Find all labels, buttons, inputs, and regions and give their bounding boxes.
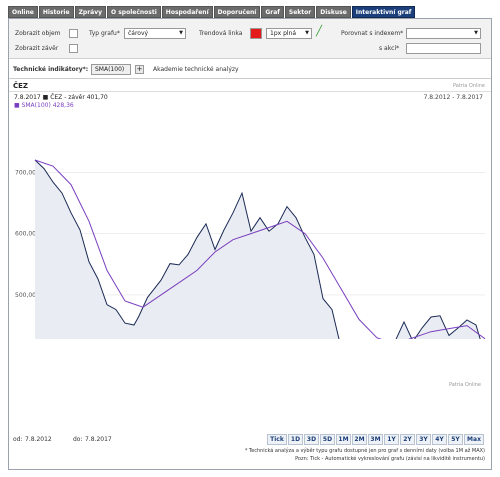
tab-4[interactable]: O společnosti [107,6,161,18]
options-bar: Zobrazit objem Zobrazit závěr Typ grafu*… [9,19,491,59]
date-zoom-bar: od: 7.8.2012 do: 7.8.2017 Tick 1D 3D 5D 1M 2M… [9,433,491,447]
y-tick-label: 700,00 [15,169,36,176]
from-date[interactable]: 7.8.2012 [25,436,52,443]
zoom-button-1y[interactable]: 1Y [384,434,399,445]
tab-2[interactable]: Historie [38,6,74,18]
tech-indicators-row: Technické indikátory*: SMA(100) + Akadem… [9,63,491,77]
zoom-button-3d[interactable]: 3D [304,434,319,445]
indicator-value: SMA(100) [95,66,125,73]
zoom-button-1m[interactable]: 1M [336,434,351,445]
tab-10[interactable]: Interaktivní graf [351,6,416,18]
tab-3[interactable]: Zprávy [74,6,107,18]
add-indicator-button[interactable]: + [135,65,144,74]
zoom-button-2m[interactable]: 2M [352,434,367,445]
indicator-select[interactable]: SMA(100) [91,64,131,75]
price-chart[interactable]: 400,00500,00600,00700,002012201372014720… [9,19,491,339]
chevron-down-icon: ▼ [179,30,183,36]
tab-8[interactable]: Sektor [284,6,316,18]
tech-indicators-label: Technické indikátory*: [13,66,89,73]
tab-9[interactable]: Diskuse [316,6,351,18]
volume-label: Zobrazit objem [15,30,61,37]
legend-sma: ■ SMA(100) 428,36 [14,102,74,109]
shares-label: s akcí* [379,45,400,52]
price-line [34,159,481,339]
trend-style-value: 1px plná [270,30,297,37]
zoom-button-2y[interactable]: 2Y [400,434,415,445]
tab-bar: Online Historie Zprávy O společnosti Hospoda… [8,6,416,18]
trend-style-select[interactable]: 1px plná ▼ [266,28,312,39]
compare-label: Porovnat s indexem* [341,30,404,37]
to-label: do: [73,436,83,443]
chart-panel: Zobrazit objem Zobrazit závěr Typ grafu*… [8,18,492,470]
chevron-down-icon: ▼ [305,30,309,36]
zoom-button-5d[interactable]: 5D [320,434,335,445]
tab-5[interactable]: Hospodaření [161,6,213,18]
pencil-icon[interactable]: ╱ [316,26,323,37]
chart-type-value: čárový [128,30,149,37]
volume-checkbox[interactable] [69,29,78,38]
trend-label: Trendová linka [199,30,243,37]
tab-7[interactable]: Graf [261,6,284,18]
academy-link[interactable]: Akademie technické analýzy [153,66,239,73]
zoom-button-tick[interactable]: Tick [267,434,287,445]
zoom-button-1d[interactable]: 1D [288,434,303,445]
trend-color-swatch[interactable] [250,28,262,39]
zoom-button-3m[interactable]: 3M [368,434,383,445]
y-tick-label: 500,00 [15,292,36,299]
close-label: Zobrazit závěr [15,45,59,52]
chart-type-select[interactable]: čárový ▼ [124,28,186,39]
compare-index-select[interactable]: ▼ [406,28,481,39]
chart-title: ČEZ [13,82,28,90]
zoom-button-max[interactable]: Max [464,434,484,445]
y-tick-label: 600,00 [15,231,36,238]
chevron-down-icon: ▼ [474,30,478,36]
to-date[interactable]: 7.8.2017 [85,436,112,443]
compare-stock-input[interactable] [406,43,481,54]
zoom-button-5y[interactable]: 5Y [448,434,463,445]
from-label: od: [13,436,23,443]
price-area [35,160,481,339]
zoom-button-3y[interactable]: 3Y [416,434,431,445]
close-checkbox[interactable] [69,44,78,53]
tab-1[interactable]: Online [8,6,38,18]
date-range-text: 7.8.2012 - 7.8.2017 [423,94,483,101]
note-2: Pozn: Tick - Automatické vykreslování gr… [295,456,485,462]
legend-close: 7.8.2017 ■ ČEZ - závěr 401,70 [14,94,108,101]
tab-6[interactable]: Doporučení [213,6,261,18]
sma-line [34,159,486,339]
chart-watermark: Patria Online [448,382,481,388]
zoom-button-4y[interactable]: 4Y [432,434,447,445]
chart-type-label: Typ grafu* [89,30,120,37]
note-1: * Technická analýza a výběr typu grafu d… [244,448,485,454]
source-label: Patria Online [452,83,485,89]
